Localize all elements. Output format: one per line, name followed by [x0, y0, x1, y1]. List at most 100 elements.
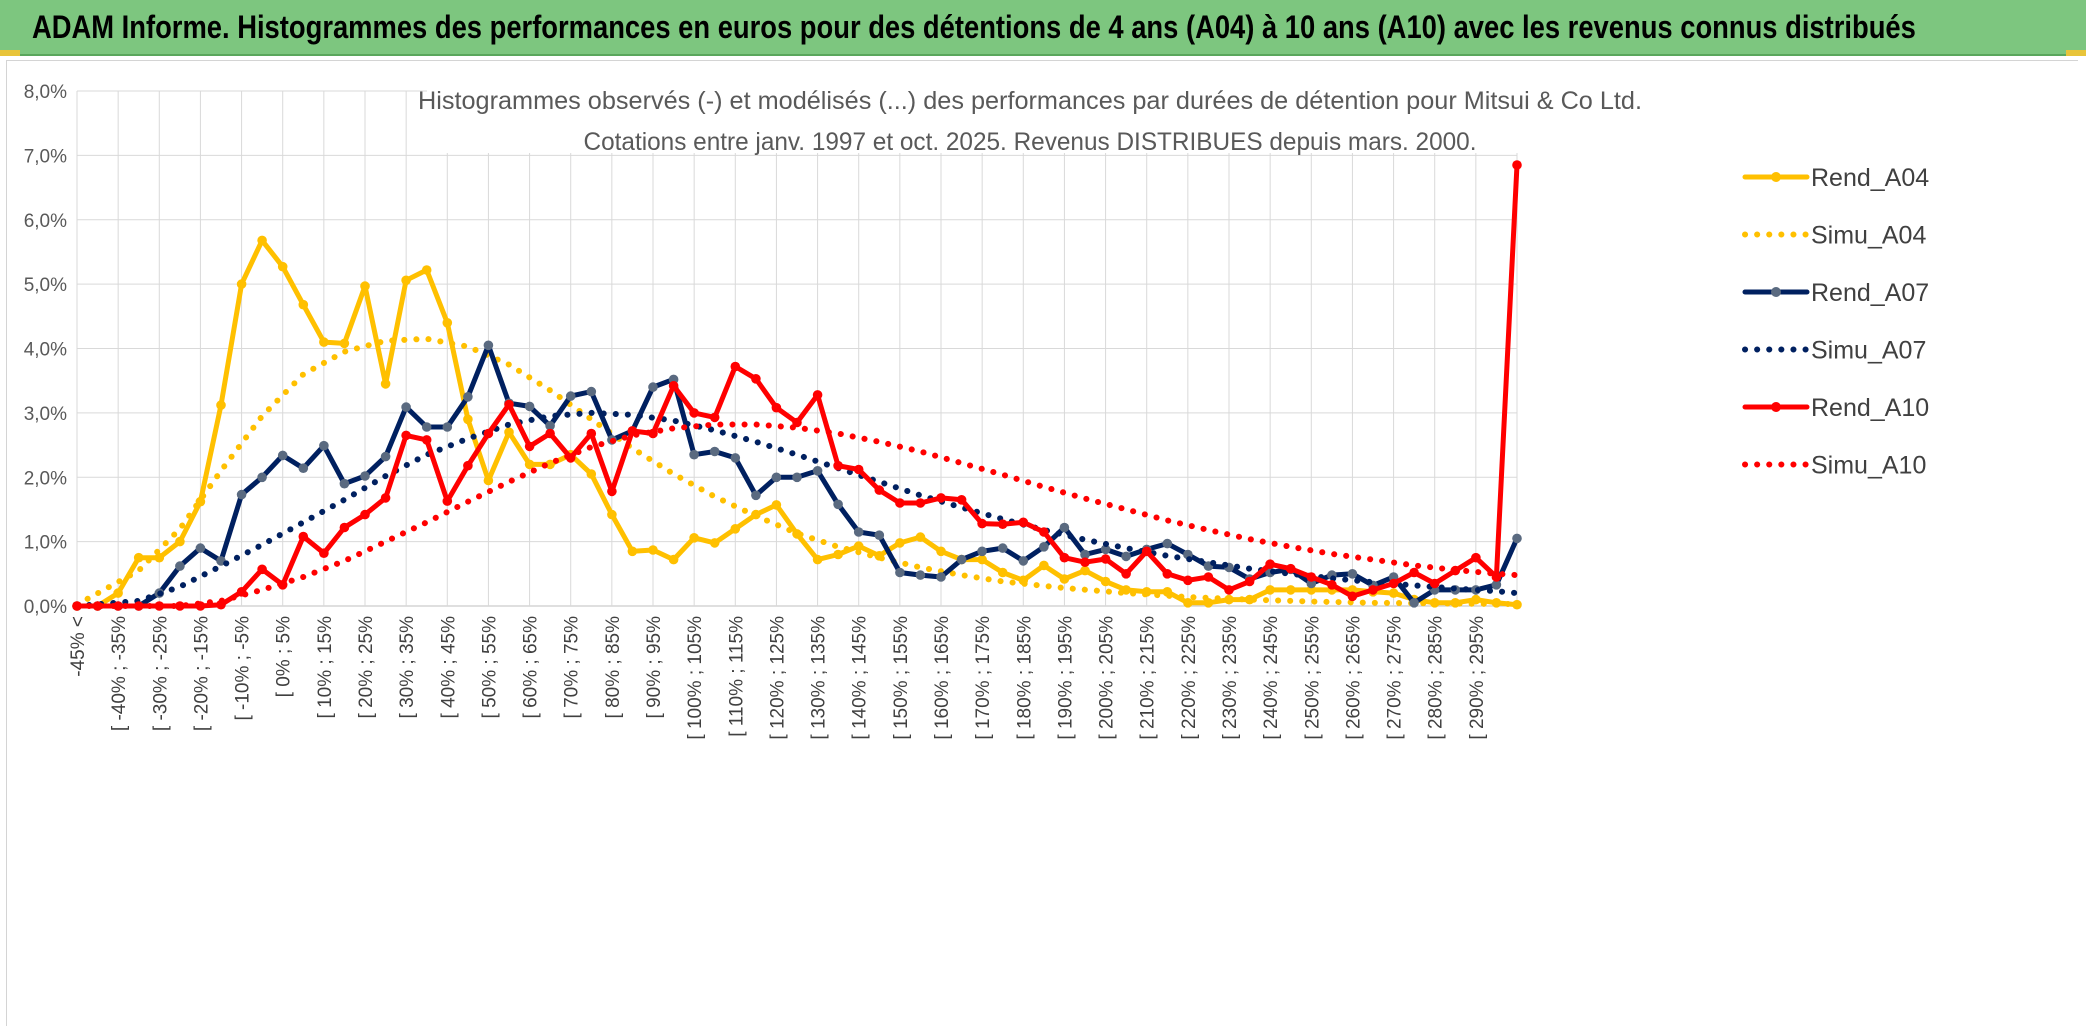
x-tick-label: [ 0% ; 5% — [274, 616, 295, 697]
data-point — [1121, 569, 1131, 579]
data-point — [1183, 575, 1193, 586]
chart-frame: 0,0% 1,0% 2,0% 3,0% 4,0% 5,0% 6,0% 7,0% 8,0% -45… — [6, 60, 2079, 1027]
legend-label: Simu_A04 — [1811, 222, 1926, 250]
x-tick-label: [ 200% ; 205% — [1097, 616, 1118, 740]
data-point — [812, 466, 823, 476]
banner-corner-right — [2066, 50, 2086, 56]
legend-label: Simu_A07 — [1811, 337, 1926, 365]
legend-item-simu_a07: Simu_A07 — [1742, 337, 1926, 365]
x-tick-label: [ 210% ; 215% — [1138, 616, 1159, 740]
x-axis-ticks: -45% < [ -40% ; -35% [ -30% ; -25% [ -20% ;… — [68, 616, 1488, 740]
data-point — [853, 527, 864, 537]
data-point — [339, 338, 350, 349]
data-point — [1471, 552, 1481, 563]
data-point — [586, 386, 597, 397]
data-point — [1409, 567, 1419, 578]
histogram-chart: 0,0% 1,0% 2,0% 3,0% 4,0% 5,0% 6,0% 7,0% 8,0% -45… — [7, 61, 2079, 1027]
data-point — [1080, 557, 1090, 567]
data-point — [1265, 559, 1275, 569]
data-point — [771, 500, 782, 510]
x-tick-label: -45% < — [68, 616, 89, 677]
data-point — [483, 475, 494, 486]
data-point — [504, 427, 514, 438]
legend-item-rend_a10: Rend_A10 — [1742, 394, 1929, 422]
data-point — [1491, 572, 1502, 582]
y-tick-label: 8,0% — [24, 82, 67, 103]
data-point — [915, 570, 926, 580]
x-tick-label: [ 120% ; 125% — [767, 616, 788, 740]
x-tick-label: [ 130% ; 135% — [809, 616, 830, 740]
data-point — [1388, 578, 1399, 589]
series-simu_a10 — [74, 421, 1520, 609]
data-point — [154, 552, 165, 563]
data-point — [1347, 569, 1358, 579]
grid-lines — [76, 90, 1518, 607]
legend-item-simu_a04: Simu_A04 — [1742, 222, 1926, 250]
data-point — [1409, 598, 1419, 608]
legend-label: Rend_A04 — [1811, 164, 1929, 192]
data-point — [360, 471, 370, 481]
legend-label: Rend_A10 — [1811, 394, 1929, 422]
data-point — [113, 588, 123, 598]
data-point — [607, 486, 617, 497]
data-point — [175, 561, 185, 571]
data-point — [936, 572, 946, 582]
data-point — [730, 524, 741, 534]
banner-corner-left — [0, 50, 20, 56]
data-point — [175, 601, 185, 611]
report-title: ADAM Informe. Histogrammes des performan… — [32, 9, 1916, 45]
x-tick-label: [ 110% ; 115% — [726, 616, 747, 737]
x-tick-label: [ 40% ; 45% — [438, 616, 459, 719]
data-point — [730, 361, 741, 372]
x-tick-label: [ 60% ; 65% — [521, 616, 542, 719]
x-tick-label: [ 90% ; 95% — [644, 616, 665, 719]
y-tick-label: 0,0% — [24, 597, 67, 618]
x-tick-label: [ 70% ; 75% — [562, 616, 583, 719]
data-point — [421, 422, 432, 432]
data-point — [236, 279, 247, 289]
data-point — [380, 493, 391, 503]
y-tick-label: 7,0% — [24, 146, 67, 167]
x-tick-label: [ -20% ; -15% — [191, 616, 212, 731]
data-point — [709, 412, 720, 423]
data-point — [360, 281, 370, 291]
data-point — [133, 552, 144, 563]
data-point — [1121, 551, 1131, 562]
data-point — [1059, 574, 1070, 584]
data-point — [1141, 546, 1152, 557]
y-tick-label: 5,0% — [24, 275, 67, 296]
data-point — [545, 428, 555, 439]
data-point — [380, 451, 391, 462]
x-tick-label: [ 280% ; 285% — [1426, 616, 1447, 740]
data-point — [545, 459, 555, 470]
data-point — [1368, 585, 1378, 595]
legend-marker — [1771, 287, 1781, 297]
data-point — [216, 400, 226, 410]
x-tick-label: [ -30% ; -25% — [150, 616, 171, 731]
data-point — [1327, 580, 1337, 590]
data-point — [298, 463, 309, 474]
data-point — [442, 422, 453, 432]
x-tick-label: [ 240% ; 245% — [1261, 616, 1282, 740]
data-point — [1285, 585, 1296, 595]
data-point — [792, 417, 802, 428]
data-point — [586, 428, 597, 439]
data-point — [689, 449, 699, 460]
data-point — [360, 509, 370, 520]
x-tick-label: [ 290% ; 295% — [1467, 616, 1488, 740]
data-point — [401, 402, 411, 412]
x-tick-label: [ 80% ; 85% — [603, 616, 624, 719]
data-point — [1388, 588, 1399, 598]
chart-title-line-2: Cotations entre janv. 1997 et oct. 2025.… — [584, 128, 1477, 156]
data-point — [1203, 572, 1214, 582]
x-tick-label: [ 10% ; 15% — [315, 616, 336, 719]
data-point — [833, 549, 843, 560]
data-point — [853, 464, 864, 475]
data-point — [936, 546, 946, 557]
data-point — [1183, 598, 1193, 608]
data-point — [1039, 542, 1049, 552]
y-tick-label: 6,0% — [24, 211, 67, 232]
x-tick-label: [ 100% ; 105% — [685, 616, 706, 740]
data-point — [977, 554, 987, 565]
data-point — [1018, 517, 1029, 528]
